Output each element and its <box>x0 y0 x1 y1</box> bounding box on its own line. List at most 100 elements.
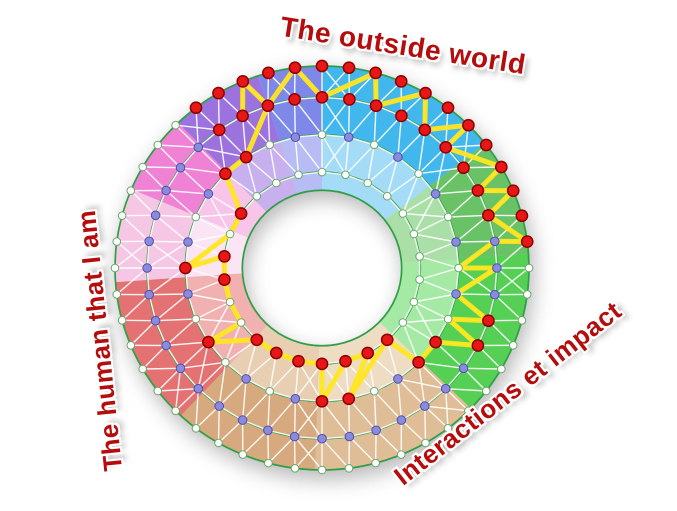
white-node <box>272 178 281 188</box>
mesh-edge <box>195 107 199 148</box>
red-node <box>369 66 382 80</box>
white-node <box>153 140 163 150</box>
mesh-edge <box>142 367 181 370</box>
sector-cyan-inner <box>322 134 430 221</box>
white-node <box>443 424 453 433</box>
mesh-edge <box>180 167 209 195</box>
white-node <box>370 386 379 396</box>
white-node <box>517 316 527 325</box>
mesh-edge <box>413 193 437 235</box>
mesh-edge <box>267 105 296 138</box>
mesh-edge <box>321 400 350 438</box>
red-node <box>315 59 329 73</box>
mesh-edge <box>294 136 323 173</box>
mesh-edge <box>165 318 197 347</box>
red-node <box>361 346 375 360</box>
purple-node <box>490 236 500 247</box>
sector-periwinkle-inner <box>279 134 322 194</box>
mesh-edge <box>166 189 209 195</box>
mesh-edge <box>402 321 436 343</box>
red-node <box>236 75 250 88</box>
mesh-edge <box>269 352 277 392</box>
mesh-edge <box>367 156 399 184</box>
mesh-edge <box>348 398 377 431</box>
red-node <box>429 335 442 349</box>
mesh-edge <box>419 255 459 269</box>
white-node <box>443 212 453 222</box>
red-node <box>479 138 493 152</box>
mesh-edge <box>496 267 528 295</box>
ring-outline <box>241 189 403 347</box>
red-node <box>292 354 305 368</box>
white-node <box>415 275 424 284</box>
mesh-edge <box>294 98 323 136</box>
mesh-edge <box>155 214 196 218</box>
red-node <box>234 207 248 220</box>
white-node <box>191 314 201 324</box>
mesh-edge <box>447 189 479 218</box>
red-node <box>236 109 249 123</box>
mesh-edge <box>386 339 399 380</box>
mesh-edge <box>445 144 487 148</box>
mesh-edge <box>321 136 350 173</box>
mesh-edge <box>267 105 271 145</box>
red-node <box>239 150 253 164</box>
mesh-edge <box>321 134 347 176</box>
purple-node <box>290 394 301 404</box>
white-node <box>112 237 122 246</box>
mesh-edge <box>435 341 464 369</box>
white-node <box>398 209 408 218</box>
red-node <box>269 346 283 360</box>
white-node <box>409 229 419 239</box>
white-node <box>112 290 122 299</box>
mesh-edge <box>297 360 323 402</box>
mesh-edge <box>130 190 157 216</box>
purple-node <box>175 363 186 374</box>
red-node <box>457 161 470 175</box>
red-node <box>343 93 356 106</box>
purple-node <box>396 415 407 425</box>
mesh-edge <box>208 193 242 215</box>
red-node <box>179 261 192 275</box>
white-node <box>363 178 373 188</box>
red-node <box>394 75 408 88</box>
mesh-edge <box>373 105 377 145</box>
mesh-edge <box>496 241 528 269</box>
purple-node <box>440 383 451 394</box>
purple-node <box>430 189 441 199</box>
mesh-edge <box>165 189 197 218</box>
red-node <box>419 86 432 100</box>
red-node <box>315 357 329 371</box>
purple-node <box>492 263 502 273</box>
mesh-edge <box>218 129 227 174</box>
mesh-edge <box>402 318 449 324</box>
white-node <box>443 314 453 324</box>
white-node <box>191 424 201 433</box>
mesh-edge <box>386 173 420 197</box>
red-node <box>515 209 529 223</box>
mesh-edge <box>417 129 426 174</box>
mesh-edge <box>241 115 247 158</box>
white-node <box>171 120 180 130</box>
mesh-edge <box>413 293 457 303</box>
purple-node <box>203 189 214 199</box>
white-node <box>341 170 350 180</box>
mesh-edge <box>157 144 199 148</box>
mesh-edge <box>245 156 258 197</box>
mesh-edge <box>269 360 300 392</box>
purple-node <box>161 185 171 196</box>
mesh-edge <box>402 212 449 218</box>
red-node <box>315 394 329 408</box>
mesh-edge <box>455 214 489 243</box>
mesh-edge <box>217 406 220 443</box>
red-node <box>342 61 356 75</box>
mesh-edge <box>187 293 231 303</box>
mesh-edge <box>367 144 375 184</box>
white-node <box>126 341 136 350</box>
sector-tan-dark-outer <box>180 365 318 470</box>
mesh-edge <box>148 267 186 296</box>
white-node <box>317 167 327 177</box>
mesh-edge <box>245 156 277 184</box>
